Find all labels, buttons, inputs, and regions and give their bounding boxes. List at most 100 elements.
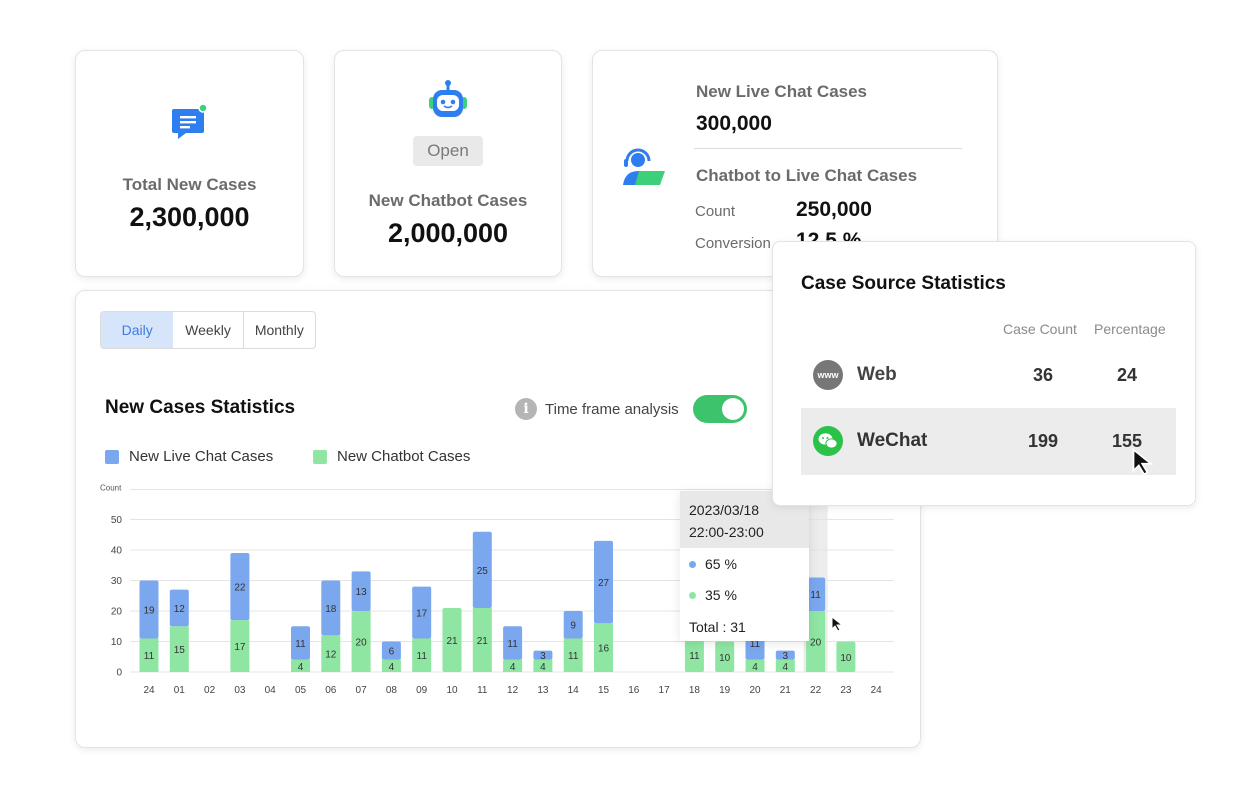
- y-tick-label: 40: [111, 546, 123, 557]
- data-label: 17: [416, 609, 428, 620]
- x-tick-label: 06: [325, 685, 337, 696]
- legend-label-chatbot: New Chatbot Cases: [337, 448, 471, 465]
- data-label: 22: [234, 583, 246, 594]
- bar-chatbot: [351, 611, 371, 672]
- x-tick-label: 04: [265, 685, 277, 696]
- source-count: 199: [1027, 431, 1059, 451]
- robot-icon: [335, 79, 561, 128]
- total-cases-value: 2,300,000: [129, 202, 250, 232]
- source-row-wechat[interactable]: WeChat 199 155: [801, 408, 1176, 476]
- legend-live: New Live Chat Cases: [105, 448, 273, 465]
- tab-daily[interactable]: Daily: [101, 312, 174, 348]
- data-label: 12: [174, 604, 186, 615]
- time-frame-control: i Time frame analysis: [515, 395, 747, 423]
- agent-headset-icon: [619, 143, 667, 192]
- data-label: 4: [540, 662, 546, 673]
- source-title: Case Source Statistics: [801, 273, 1006, 294]
- data-label: 3: [540, 651, 546, 662]
- x-tick-label: 02: [204, 685, 216, 696]
- chatbot-to-live-label: Chatbot to Live Chat Cases: [696, 166, 918, 185]
- bar-live: [230, 553, 250, 621]
- info-icon[interactable]: i: [515, 398, 537, 420]
- tooltip-live-row: 65 %: [689, 556, 737, 572]
- bar-chatbot: [381, 659, 401, 672]
- bar-live: [533, 650, 553, 660]
- data-label: 16: [598, 644, 610, 655]
- data-label: 21: [477, 636, 489, 647]
- source-name: Web: [857, 364, 897, 385]
- header-case-count: Case Count: [1003, 321, 1077, 337]
- total-cases-card: Total New Cases 2,300,000: [75, 50, 304, 277]
- tooltip-date: 2023/03/18: [689, 502, 760, 518]
- y-tick-label: 0: [116, 668, 122, 679]
- data-label: 4: [783, 662, 789, 673]
- bar-chatbot: [715, 641, 735, 672]
- x-tick-label: 11: [477, 685, 488, 696]
- x-tick-label: 19: [719, 685, 731, 696]
- live-chat-cases-label: New Live Chat Cases: [696, 82, 868, 101]
- x-tick-label: 13: [537, 685, 549, 696]
- bar-chatbot: [321, 635, 341, 672]
- header-percentage: Percentage: [1094, 321, 1166, 337]
- bar-chatbot: [533, 659, 553, 672]
- chart-tooltip: 2023/03/18 22:00-23:00 65 % 35 % Total :…: [680, 491, 809, 641]
- bar-live: [503, 626, 523, 660]
- data-label: 4: [752, 662, 758, 673]
- tooltip-live-pct: 65 %: [705, 556, 737, 572]
- time-frame-toggle[interactable]: [692, 395, 747, 423]
- bar-chatbot: [563, 638, 583, 672]
- tab-weekly[interactable]: Weekly: [173, 312, 244, 348]
- x-tick-label: 24: [143, 685, 155, 696]
- data-label: 4: [389, 662, 395, 673]
- total-cases-label: Total New Cases: [122, 175, 257, 194]
- legend-label-live: New Live Chat Cases: [129, 448, 274, 465]
- time-frame-label: Time frame analysis: [545, 400, 679, 418]
- count-value: 250,000: [796, 198, 872, 221]
- bar-live: [472, 531, 492, 608]
- source-row-web[interactable]: www Web 36 24: [801, 342, 1176, 409]
- bar-chatbot: [412, 638, 432, 672]
- y-tick-label: 20: [111, 607, 123, 618]
- source-name: WeChat: [857, 430, 928, 451]
- data-label: 6: [389, 647, 395, 658]
- x-tick-label: 23: [840, 685, 852, 696]
- data-label: 11: [144, 651, 155, 662]
- data-label: 18: [325, 604, 337, 615]
- tab-monthly[interactable]: Monthly: [254, 322, 304, 338]
- bar-chatbot: [684, 638, 704, 672]
- data-label: 4: [298, 662, 304, 673]
- y-axis-label: Count: [100, 484, 122, 493]
- data-label: 11: [417, 651, 428, 662]
- bar-chatbot: [836, 641, 856, 672]
- data-label: 11: [810, 590, 821, 601]
- legend-chatbot: New Chatbot Cases: [313, 448, 470, 465]
- tooltip-chatbot-row: 35 %: [689, 587, 737, 603]
- x-tick-label: 17: [659, 685, 671, 696]
- bar-chatbot: [503, 659, 523, 672]
- data-label: 15: [174, 645, 186, 656]
- x-tick-label: 10: [446, 685, 458, 696]
- y-tick-label: 30: [111, 576, 123, 587]
- chatbot-cases-label: New Chatbot Cases: [368, 191, 528, 210]
- x-tick-label: 01: [174, 685, 186, 696]
- bar-live: [139, 580, 159, 639]
- legend-swatch-live: [105, 449, 119, 464]
- y-tick-label: 50: [111, 515, 123, 526]
- count-label: Count: [695, 203, 736, 220]
- chatbot-cases-value: 2,000,000: [387, 218, 509, 248]
- data-label: 10: [840, 653, 852, 664]
- bar-chatbot: [442, 607, 462, 672]
- x-tick-label: 07: [356, 685, 368, 696]
- x-tick-label: 20: [749, 685, 761, 696]
- case-source-statistics-card: Case Source Statistics Case Count Percen…: [772, 241, 1196, 506]
- conversion-label: Conversion: [695, 235, 771, 252]
- x-tick-label: 18: [689, 685, 701, 696]
- live-chat-cases-value: 300,000: [696, 112, 772, 135]
- data-label: 11: [295, 639, 306, 650]
- data-label: 3: [783, 651, 789, 662]
- legend-swatch-chatbot: [313, 449, 327, 464]
- tooltip-time: 22:00-23:00: [689, 524, 764, 540]
- data-label: 20: [356, 638, 368, 649]
- bar-chatbot: [745, 659, 765, 672]
- data-label: 11: [568, 651, 579, 662]
